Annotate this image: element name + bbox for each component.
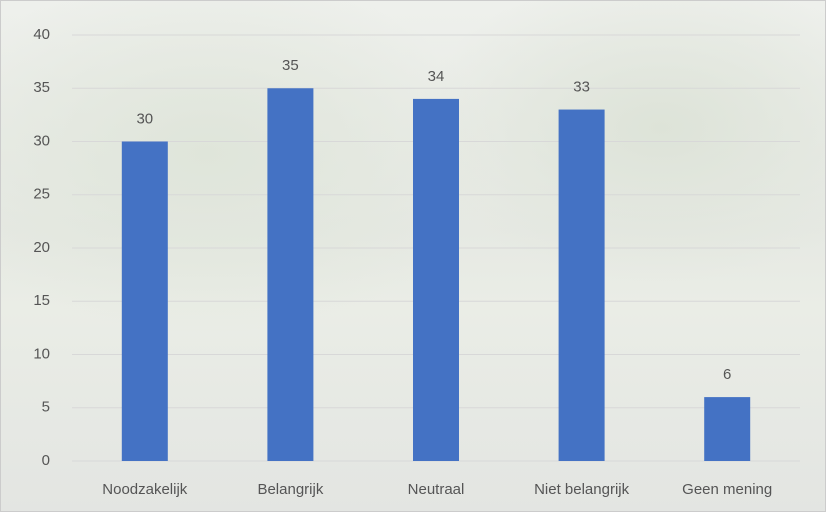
y-tick-label: 25 xyxy=(33,186,50,203)
data-label: 34 xyxy=(428,68,445,85)
bar xyxy=(704,397,751,461)
bar xyxy=(121,141,168,461)
data-label: 33 xyxy=(573,79,590,96)
data-label: 6 xyxy=(723,366,731,383)
y-tick-label: 5 xyxy=(42,399,50,416)
y-tick-label: 10 xyxy=(33,345,50,362)
y-tick-label: 0 xyxy=(42,452,50,469)
data-label: 30 xyxy=(136,110,153,127)
y-tick-label: 15 xyxy=(33,292,50,309)
x-tick-label: Niet belangrijk xyxy=(534,481,630,498)
y-tick-label: 20 xyxy=(33,239,50,256)
x-tick-label: Neutraal xyxy=(408,481,465,498)
x-tick-label: Belangrijk xyxy=(257,481,323,498)
x-tick-label: Noodzakelijk xyxy=(102,481,188,498)
y-tick-label: 30 xyxy=(33,132,50,149)
bar xyxy=(267,88,314,461)
y-tick-label: 35 xyxy=(33,79,50,96)
bar xyxy=(558,109,605,462)
bar xyxy=(413,98,459,462)
x-tick-label: Geen mening xyxy=(682,481,772,498)
y-tick-label: 40 xyxy=(33,26,50,43)
data-label: 35 xyxy=(282,57,299,74)
